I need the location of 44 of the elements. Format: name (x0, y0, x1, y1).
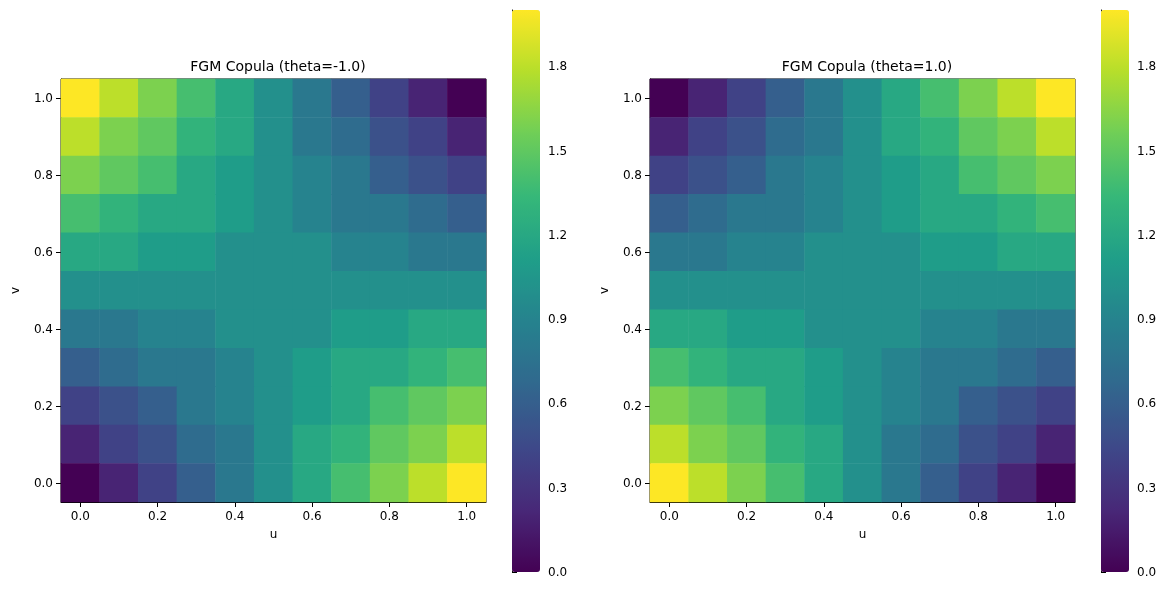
color-bar-label: 0.6 (1137, 396, 1157, 411)
color-bar-label: 0.6 (548, 396, 568, 411)
color-bar-label: 1.8 (548, 59, 568, 74)
color-bar-label: 0.3 (548, 480, 568, 495)
x-tick-label: 1.0 (1046, 509, 1066, 523)
y-tick-label: 0.4 (33, 321, 53, 336)
color-bar-label: 0.3 (1137, 480, 1157, 495)
y-tick-label: 1.0 (33, 91, 53, 106)
x-tick-label: 0.8 (379, 509, 399, 523)
color-bar-label: 1.2 (1137, 227, 1157, 242)
color-bar-label: 0.9 (1137, 312, 1157, 327)
x-tick-label: 0.2 (737, 509, 757, 523)
x-tick-label: 0.8 (968, 509, 988, 523)
y-tick-label: 0.0 (622, 475, 642, 490)
x-tick-label: 0.4 (225, 509, 245, 523)
y-tick-label: 1.0 (622, 91, 642, 106)
color-bar-label: 0.0 (1137, 565, 1157, 579)
x-axis-title: u (858, 527, 867, 541)
color-bar-label: 1.2 (548, 227, 568, 242)
x-tick-label: 0.6 (891, 509, 911, 523)
chart-title: FGM Copula (theta=-1.0) (190, 58, 366, 74)
y-tick-label: 0.2 (622, 398, 642, 413)
color-bar-label: 1.5 (1137, 143, 1157, 158)
color-bar-label: 1.8 (1137, 59, 1157, 74)
y-axis-title: v (597, 286, 611, 295)
x-tick-label: 1.0 (457, 509, 477, 523)
chart-title: FGM Copula (theta=1.0) (781, 58, 953, 74)
x-tick-label: 0.0 (659, 509, 679, 523)
y-tick-label: 0.2 (33, 398, 53, 413)
color-bar-label: 1.5 (548, 143, 568, 158)
x-tick-label: 0.4 (814, 509, 834, 523)
x-tick-label: 0.2 (148, 509, 168, 523)
x-tick-label: 0.6 (302, 509, 322, 523)
color-bar-label: 0.9 (548, 312, 568, 327)
color-bar-label: 0.0 (548, 565, 568, 579)
x-axis-title: u (269, 527, 278, 541)
y-axis-title: v (8, 286, 22, 295)
x-tick-label: 0.0 (70, 509, 90, 523)
y-tick-label: 0.4 (622, 321, 642, 336)
y-tick-label: 0.6 (33, 245, 53, 260)
y-tick-label: 0.6 (622, 245, 642, 260)
y-tick-label: 0.8 (622, 168, 642, 183)
y-tick-label: 0.0 (33, 475, 53, 490)
y-tick-label: 0.8 (33, 168, 53, 183)
